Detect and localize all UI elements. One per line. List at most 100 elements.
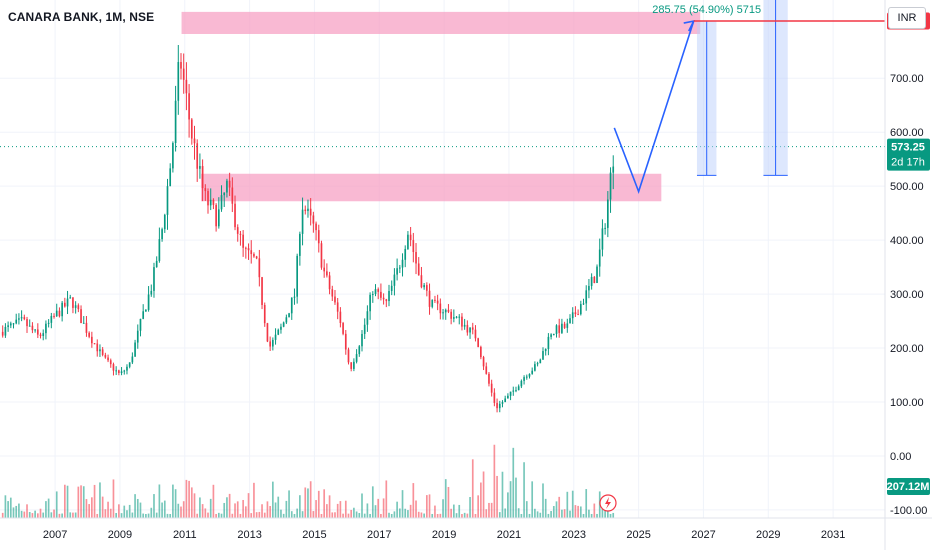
volume-bar: [234, 503, 236, 518]
candle-body: [431, 299, 434, 307]
candle-body: [39, 334, 42, 336]
candle-body: [377, 289, 380, 292]
volume-bar: [66, 485, 69, 518]
volume-bar: [193, 493, 196, 518]
volume-bar: [544, 498, 547, 518]
volume-bar: [104, 509, 107, 518]
volume-bar: [512, 447, 515, 518]
volume-bar: [91, 497, 93, 518]
volume-bar: [158, 484, 161, 518]
candle-body: [290, 297, 293, 314]
candle-body: [250, 250, 253, 255]
candle-body: [269, 341, 271, 347]
volume-bar: [42, 512, 45, 518]
candle-body: [150, 290, 153, 295]
volume-bar: [126, 510, 128, 518]
volume-bar: [272, 481, 274, 518]
volume-bar: [596, 513, 598, 518]
resistance-zone: [200, 173, 662, 202]
resistance-zone: [181, 11, 701, 34]
volume-bar: [552, 506, 555, 518]
volume-bar: [420, 512, 423, 518]
candle-body: [485, 366, 488, 374]
candle-body: [380, 291, 382, 298]
volume-bar: [128, 504, 131, 518]
volume-bar: [380, 513, 382, 518]
time-tick-label: 2021: [497, 529, 521, 541]
candle-body: [109, 360, 112, 365]
volume-bar: [566, 491, 569, 518]
price-axis[interactable]: 700.00 600.00 500.00 400.00 300.00 200.00 100.…: [884, 0, 927, 550]
volume-bar: [107, 501, 109, 518]
volume-bar: [226, 497, 228, 518]
volume-bar: [99, 482, 101, 518]
volume-bar: [15, 505, 18, 518]
volume-bar: [355, 511, 358, 518]
volume-bar: [9, 497, 12, 518]
volume-bar: [539, 512, 542, 518]
candle-body: [385, 299, 388, 302]
candle-body: [91, 336, 93, 344]
volume-bar: [463, 512, 466, 518]
candle-body: [128, 362, 131, 367]
volume-bar: [458, 504, 461, 518]
volume-bar: [131, 512, 134, 518]
volume-bar: [261, 504, 263, 518]
volume-bar: [50, 512, 53, 518]
volume-bar: [101, 496, 104, 518]
volume-bar: [588, 509, 590, 518]
volume-bar: [531, 481, 534, 518]
time-tick-label: 2029: [756, 529, 780, 541]
candle-body: [604, 227, 606, 229]
candle-body: [612, 166, 615, 173]
volume-bar: [196, 513, 199, 518]
candle-body: [563, 323, 566, 328]
candle-body: [550, 334, 552, 337]
candle-body: [9, 323, 12, 326]
candle-body: [169, 168, 172, 187]
volume-bar: [550, 511, 552, 518]
projection-drawings[interactable]: 285.75 (54.90%) 5715390.85 (75.26%) 7817: [0, 0, 885, 512]
candle-body: [63, 302, 66, 307]
candle-body: [215, 204, 217, 227]
volume-bar: [590, 513, 593, 518]
volume-bar: [96, 513, 99, 518]
candle-body: [236, 227, 239, 234]
candle-body: [561, 323, 563, 333]
volume-bar: [425, 495, 428, 518]
candle-body: [363, 324, 366, 334]
volume-bar: [45, 501, 47, 518]
candle-body: [45, 323, 47, 334]
candle-body: [355, 354, 358, 362]
currency-button[interactable]: INR: [888, 7, 926, 29]
price-tick-label: -100.00: [890, 505, 927, 517]
candle-body: [96, 343, 99, 352]
resistance-zones[interactable]: [181, 11, 701, 202]
volume-bar: [309, 481, 312, 518]
volume-bar: [93, 484, 96, 518]
volume-bar: [20, 510, 23, 518]
candle-body: [7, 325, 9, 327]
volume-bar: [299, 495, 301, 518]
volume-bar: [334, 512, 336, 518]
candle-body: [15, 319, 18, 324]
volume-bar: [374, 505, 377, 518]
time-axis[interactable]: 2007 2009 2011 2013 2015 2017 2019 2021 2023 2025…: [0, 517, 932, 541]
candle-body: [571, 312, 574, 319]
volume-bar: [471, 459, 474, 518]
candle-body: [80, 309, 82, 324]
volume-bar: [369, 513, 371, 518]
time-tick-label: 2013: [237, 529, 261, 541]
volume-bar: [212, 484, 215, 518]
candle-body: [166, 186, 169, 215]
candle-body: [501, 402, 504, 404]
candle-body: [353, 361, 355, 369]
candle-body: [123, 370, 126, 372]
candle-body: [404, 249, 407, 260]
candle-body: [296, 255, 298, 297]
candle-body: [101, 349, 104, 355]
volume-bar: [604, 505, 606, 518]
price-tick-label: 700.00: [890, 73, 924, 85]
volume-bar: [255, 512, 258, 518]
